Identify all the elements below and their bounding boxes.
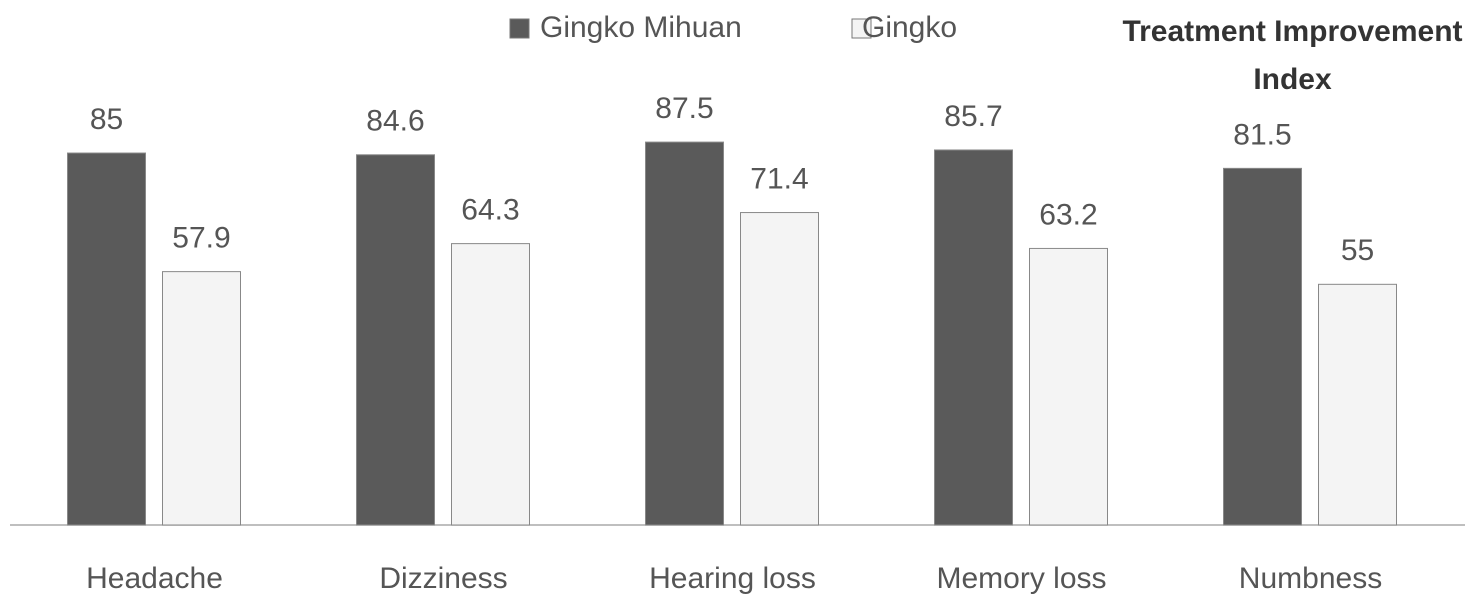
x-tick-label: Hearing loss xyxy=(649,562,816,595)
value-label: 85.7 xyxy=(944,100,1002,133)
value-label: 85 xyxy=(90,103,123,136)
x-tick-label: Dizziness xyxy=(379,562,507,595)
value-label: 55 xyxy=(1341,234,1374,267)
value-label: 63.2 xyxy=(1039,198,1097,231)
bar xyxy=(934,149,1013,526)
legend-label: Gingko xyxy=(862,11,957,44)
value-label: 57.9 xyxy=(172,222,230,255)
legend-label: Gingko Mihuan xyxy=(540,11,742,44)
bar xyxy=(740,212,819,526)
bar xyxy=(356,154,435,526)
legend-swatch xyxy=(509,18,530,39)
bar xyxy=(67,152,146,526)
chart-title: Treatment Improvement Index xyxy=(1122,15,1463,96)
bar xyxy=(1029,247,1108,526)
bar xyxy=(645,141,724,526)
x-tick-label: Headache xyxy=(86,562,223,595)
bar xyxy=(1223,167,1302,526)
bar xyxy=(451,243,530,526)
value-label: 64.3 xyxy=(461,194,519,227)
value-label: 71.4 xyxy=(750,162,808,195)
value-label: 84.6 xyxy=(366,105,424,138)
x-tick-label: Memory loss xyxy=(936,562,1106,595)
value-label: 87.5 xyxy=(655,92,713,125)
bar xyxy=(162,271,241,526)
bar xyxy=(1318,283,1397,526)
x-tick-label: Numbness xyxy=(1239,562,1382,595)
value-label: 81.5 xyxy=(1233,118,1291,151)
legend-swatch xyxy=(851,18,872,39)
